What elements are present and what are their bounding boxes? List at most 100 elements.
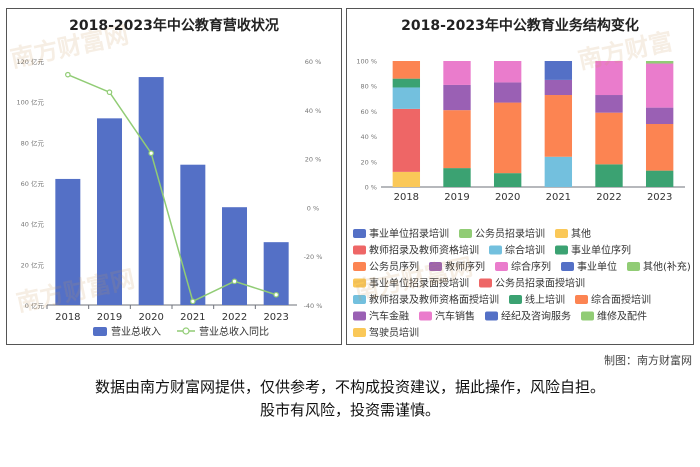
legend-swatch bbox=[353, 278, 366, 288]
legend-label: 驾驶员培训 bbox=[369, 326, 419, 339]
x-axis-tick-label: 2021 bbox=[180, 312, 205, 323]
legend-swatch bbox=[495, 262, 508, 271]
stacked-bar-segment bbox=[392, 61, 421, 79]
stacked-bar-segment bbox=[595, 61, 623, 96]
y-axis-left-tick-label: 20 亿元 bbox=[21, 260, 45, 269]
legend-label: 综合面授培训 bbox=[591, 293, 651, 306]
legend-label: 其他 bbox=[571, 227, 591, 240]
stacked-bar-segment bbox=[443, 84, 471, 111]
stacked-bar-segment bbox=[493, 61, 522, 83]
x-axis-tick-label: 2022 bbox=[222, 312, 247, 323]
x-axis-tick-label: 2020 bbox=[495, 192, 520, 203]
stacked-bar-segment bbox=[645, 61, 674, 64]
stacked-bar-segment bbox=[392, 171, 421, 187]
legend-swatch bbox=[555, 245, 568, 255]
yoy-point bbox=[231, 278, 238, 285]
y-axis-tick-label: 40 % bbox=[360, 133, 377, 141]
stacked-bar-segment bbox=[544, 156, 573, 187]
stacked-bar-segment bbox=[645, 170, 674, 187]
legend-label: 其他(补充) bbox=[643, 260, 691, 273]
disclaimer-line-1: 数据由南方财富网提供，仅供参考，不构成投资建议，据此操作，风险自担。 bbox=[94, 378, 605, 396]
x-axis-tick-label: 2023 bbox=[263, 312, 288, 323]
legend-label: 综合培训 bbox=[505, 244, 545, 257]
business-structure-title: 2018-2023年中公教育业务结构变化 bbox=[401, 18, 639, 34]
legend-label: 事业单位招录培训 bbox=[369, 227, 449, 240]
legend-line-label: 营业总收入同比 bbox=[199, 325, 269, 338]
y-axis-tick-label: 60 % bbox=[360, 108, 377, 116]
x-axis-tick-label: 2023 bbox=[647, 192, 672, 203]
revenue-bar bbox=[97, 118, 122, 305]
x-axis-tick-label: 2020 bbox=[138, 312, 163, 323]
stacked-bar-segment bbox=[595, 95, 623, 113]
y-axis-tick-label: 0 % bbox=[365, 184, 377, 192]
yoy-point bbox=[106, 89, 113, 96]
legend-swatch bbox=[581, 311, 594, 321]
disclaimer-line-2: 股市有风险，投资需谨慎。 bbox=[259, 401, 440, 419]
y-axis-right-tick-label: 0 % bbox=[307, 204, 319, 212]
legend-swatch bbox=[429, 262, 442, 271]
legend-swatch bbox=[353, 245, 366, 255]
legend-label: 线上培训 bbox=[525, 293, 565, 306]
y-axis-right-tick-label: -20 % bbox=[304, 253, 323, 261]
business-structure-svg: 0 % 20 % 40 % 60 % 80 % 100 % 2018 2019 2020 2021… bbox=[353, 58, 691, 339]
yoy-point bbox=[65, 71, 71, 78]
stacked-bar-segment bbox=[392, 78, 421, 88]
disclaimer: 数据由南方财富网提供，仅供参考，不构成投资建议，据此操作，风险自担。 股市有风险… bbox=[0, 376, 700, 422]
stacked-bar-segment bbox=[645, 107, 674, 124]
legend-swatch bbox=[353, 328, 366, 337]
x-axis-tick-label: 2019 bbox=[97, 312, 122, 323]
x-axis-tick-label: 2018 bbox=[55, 312, 80, 323]
stacked-bar-segment bbox=[493, 82, 522, 103]
y-axis-left-tick-label: 0 亿元 bbox=[25, 301, 45, 310]
legend-label: 维修及配件 bbox=[597, 310, 647, 323]
legend-label: 公务员招录培训 bbox=[475, 227, 545, 240]
y-axis-right-tick-label: 40 % bbox=[305, 107, 322, 115]
legend-swatch bbox=[353, 262, 366, 271]
legend-swatch bbox=[485, 311, 498, 321]
legend-swatch bbox=[555, 229, 568, 238]
y-axis-right-tick-label: -40 % bbox=[304, 302, 323, 310]
legend-swatch bbox=[509, 295, 522, 304]
revenue-bar bbox=[55, 178, 81, 305]
legend-swatch bbox=[459, 229, 472, 238]
x-axis-tick-label: 2021 bbox=[546, 192, 571, 203]
revenue-bar bbox=[180, 164, 206, 305]
legend-swatch bbox=[561, 262, 574, 271]
revenue-bar bbox=[138, 77, 164, 306]
y-axis-right-tick-label: 60 % bbox=[305, 58, 322, 66]
x-axis-tick-label: 2018 bbox=[394, 192, 419, 203]
legend-label: 教师招录及教师资格培训 bbox=[369, 244, 479, 257]
y-axis-right-tick-label: 20 % bbox=[305, 156, 322, 164]
legend-swatch bbox=[575, 295, 588, 304]
legend-swatch bbox=[479, 278, 492, 288]
legend-label: 教师招录及教师资格面授培训 bbox=[369, 293, 499, 306]
legend-label: 事业单位序列 bbox=[571, 244, 631, 257]
stacked-bar-segment bbox=[595, 112, 623, 165]
yoy-line bbox=[67, 73, 277, 303]
legend-label: 事业单位招录面授培训 bbox=[369, 277, 469, 290]
revenue-chart-title: 2018-2023年中公教育营收状况 bbox=[69, 18, 279, 34]
legend-label: 公务员序列 bbox=[369, 260, 419, 273]
stacked-bar-segment bbox=[544, 61, 573, 80]
x-axis-tick-label: 2022 bbox=[596, 192, 621, 203]
legend-line-marker bbox=[182, 327, 190, 335]
yoy-point bbox=[273, 291, 279, 298]
stacked-bar-segment bbox=[645, 124, 674, 171]
legend-label: 教师序列 bbox=[445, 260, 485, 273]
legend-swatch bbox=[419, 311, 432, 321]
stacked-bar-segment bbox=[443, 61, 471, 85]
revenue-bar bbox=[222, 207, 247, 305]
stacked-bar-segment bbox=[392, 87, 421, 109]
legend-label: 汽车销售 bbox=[435, 310, 475, 323]
legend-label: 事业单位 bbox=[577, 260, 617, 273]
x-axis-tick-label: 2019 bbox=[444, 192, 469, 203]
stacked-bar-segment bbox=[544, 79, 573, 96]
stacked-bar-segment bbox=[443, 168, 471, 187]
legend-label: 汽车金融 bbox=[369, 310, 409, 323]
legend-label: 经纪及咨询服务 bbox=[501, 310, 571, 323]
legend-swatch bbox=[627, 262, 640, 271]
y-axis-left-tick-label: 60 亿元 bbox=[21, 179, 45, 188]
stacked-bar-segment bbox=[392, 108, 421, 172]
legend-swatch bbox=[353, 229, 366, 238]
